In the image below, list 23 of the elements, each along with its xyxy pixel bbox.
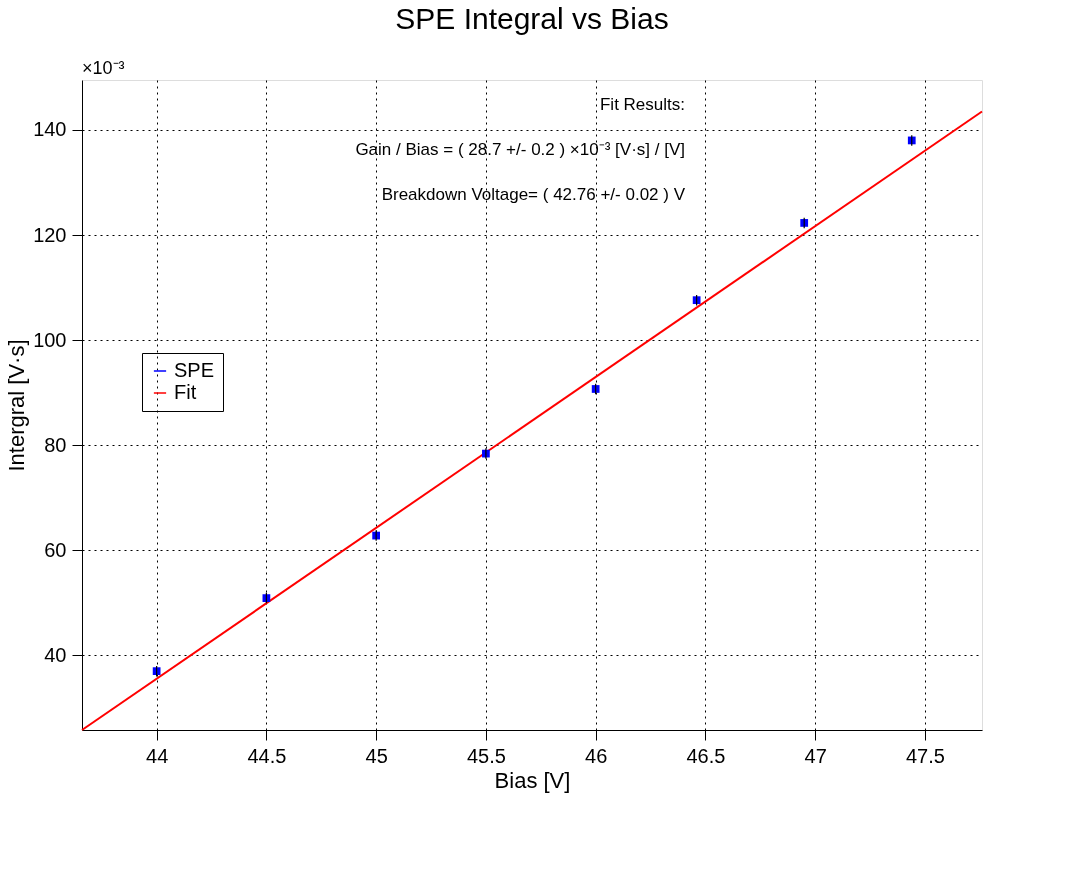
legend-label: SPE [174, 359, 215, 381]
legend-label: Fit [174, 381, 197, 403]
annotation: Gain / Bias = ( 28.7 +/- 0.2 ) ×10⁻³ [V·s] / [V] [355, 140, 685, 159]
y-tick-label: 100 [33, 328, 67, 351]
x-tick-label: 45 [365, 744, 388, 767]
y-tick-label: 140 [33, 118, 67, 141]
x-axis-title: Bias [V] [494, 767, 571, 793]
chart-title: SPE Integral vs Bias [395, 2, 669, 35]
y-tick-label: 60 [44, 538, 67, 561]
x-tick-label: 44.5 [247, 744, 287, 767]
annotation: Breakdown Voltage= ( 42.76 +/- 0.02 ) V [381, 185, 686, 204]
y-tick-label: 40 [44, 643, 67, 666]
text: ×10⁻³ [82, 58, 125, 78]
x-tick-label: 46 [585, 744, 608, 767]
y-tick-label: 80 [44, 433, 67, 456]
y-tick-label: 120 [33, 223, 67, 246]
x-tick-label: 47 [804, 744, 827, 767]
x-tick-label: 46.5 [686, 744, 726, 767]
x-tick-label: 45.5 [466, 744, 506, 767]
annotation: Fit Results: [599, 95, 685, 114]
y-axis-title: Intergral [V·s] [4, 339, 30, 472]
x-tick-label: 47.5 [905, 744, 945, 767]
x-tick-label: 44 [146, 744, 169, 767]
